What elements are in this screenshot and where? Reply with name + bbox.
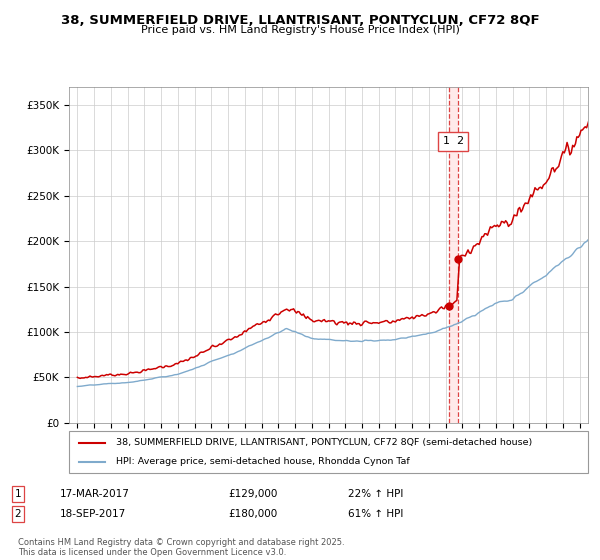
Text: 22% ↑ HPI: 22% ↑ HPI	[348, 489, 403, 499]
Text: 1: 1	[14, 489, 22, 499]
Text: 38, SUMMERFIELD DRIVE, LLANTRISANT, PONTYCLUN, CF72 8QF: 38, SUMMERFIELD DRIVE, LLANTRISANT, PONT…	[61, 14, 539, 27]
Text: £129,000: £129,000	[228, 489, 277, 499]
FancyBboxPatch shape	[69, 431, 588, 473]
Text: 1  2: 1 2	[443, 136, 464, 146]
Text: Price paid vs. HM Land Registry's House Price Index (HPI): Price paid vs. HM Land Registry's House …	[140, 25, 460, 35]
Text: 61% ↑ HPI: 61% ↑ HPI	[348, 509, 403, 519]
Text: 38, SUMMERFIELD DRIVE, LLANTRISANT, PONTYCLUN, CF72 8QF (semi-detached house): 38, SUMMERFIELD DRIVE, LLANTRISANT, PONT…	[116, 438, 532, 447]
Text: £180,000: £180,000	[228, 509, 277, 519]
Bar	[449, 87, 458, 423]
Text: Contains HM Land Registry data © Crown copyright and database right 2025.
This d: Contains HM Land Registry data © Crown c…	[18, 538, 344, 557]
Text: 17-MAR-2017: 17-MAR-2017	[60, 489, 130, 499]
Text: HPI: Average price, semi-detached house, Rhondda Cynon Taf: HPI: Average price, semi-detached house,…	[116, 458, 409, 466]
Text: 2: 2	[14, 509, 22, 519]
Text: 18-SEP-2017: 18-SEP-2017	[60, 509, 126, 519]
